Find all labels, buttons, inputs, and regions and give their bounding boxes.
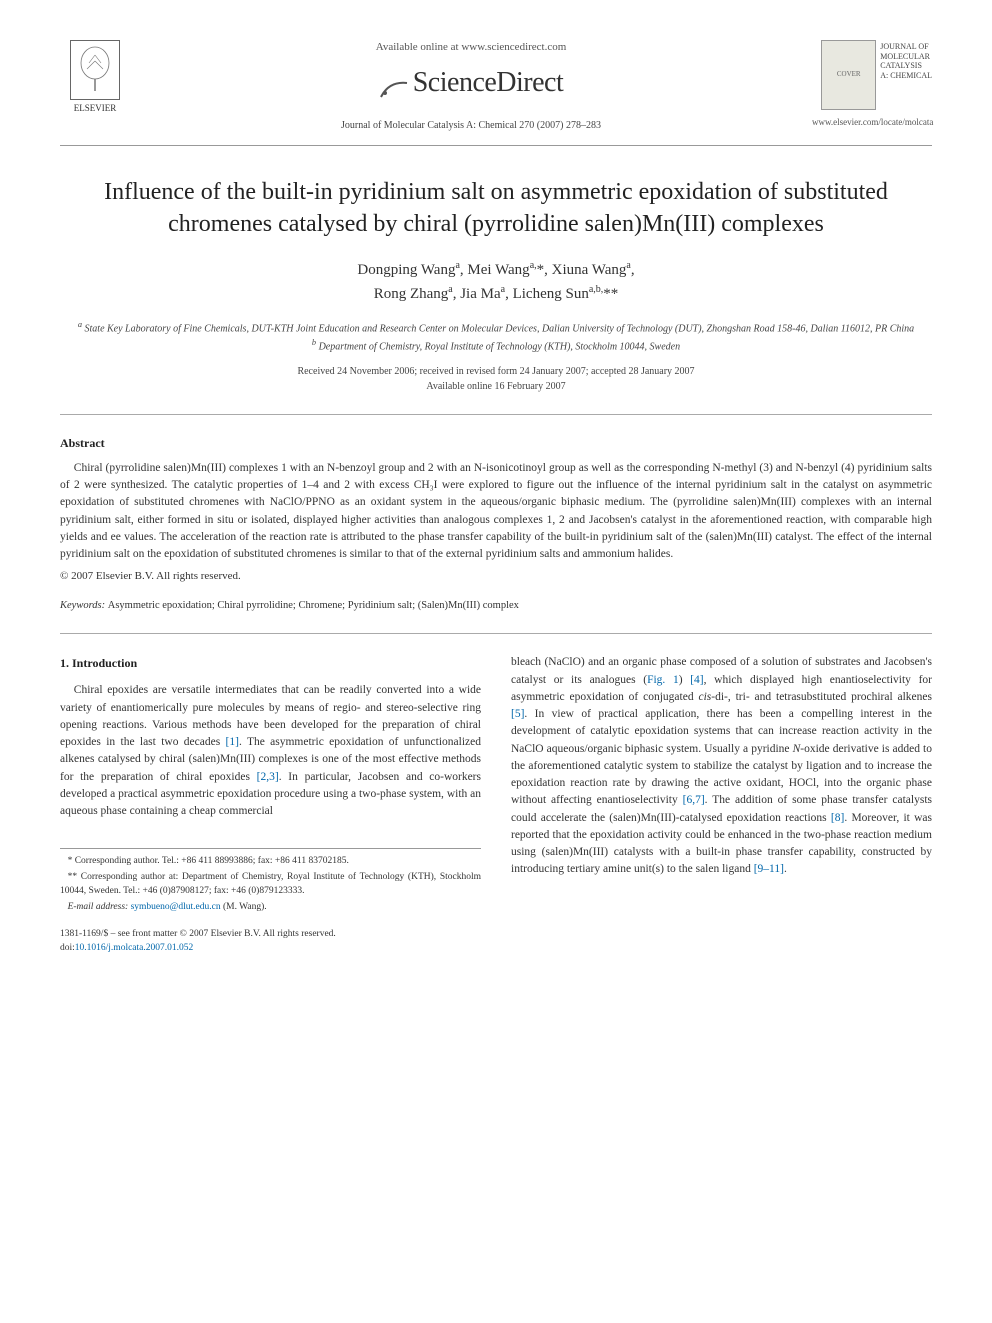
ref-link[interactable]: [4] — [690, 674, 703, 686]
sciencedirect-swoosh-icon — [379, 73, 409, 97]
keywords-label: Keywords: — [60, 600, 105, 611]
dates-line2: Available online 16 February 2007 — [60, 379, 932, 394]
author-list: Dongping Wanga, Mei Wanga,*, Xiuna Wanga… — [60, 258, 932, 305]
affiliation-a: a State Key Laboratory of Fine Chemicals… — [60, 319, 932, 336]
journal-name-line: CATALYSIS — [880, 61, 932, 71]
divider — [60, 633, 932, 634]
center-header: Available online at www.sciencedirect.co… — [130, 40, 812, 133]
intro-para-left: Chiral epoxides are versatile intermedia… — [60, 682, 481, 820]
journal-name-line: MOLECULAR — [880, 52, 932, 62]
journal-url: www.elsevier.com/locate/molcata — [812, 116, 932, 129]
affiliations: a State Key Laboratory of Fine Chemicals… — [60, 319, 932, 354]
journal-name-line: A: CHEMICAL — [880, 71, 932, 81]
section-1-heading: 1. Introduction — [60, 654, 481, 672]
ref-link[interactable]: [5] — [511, 708, 524, 720]
article-title: Influence of the built-in pyridinium sal… — [60, 176, 932, 241]
dates-line1: Received 24 November 2006; received in r… — [60, 364, 932, 379]
right-column: bleach (NaClO) and an organic phase comp… — [511, 654, 932, 955]
doi-link[interactable]: 10.1016/j.molcata.2007.01.052 — [75, 943, 193, 953]
footer-block: 1381-1169/$ – see front matter © 2007 El… — [60, 928, 481, 955]
body-columns: 1. Introduction Chiral epoxides are vers… — [60, 654, 932, 955]
keywords-list: Asymmetric epoxidation; Chiral pyrrolidi… — [108, 600, 519, 611]
corresponding-author-1: * Corresponding author. Tel.: +86 411 88… — [60, 855, 481, 869]
platform-name: ScienceDirect — [413, 67, 564, 98]
keywords-line: Keywords: Asymmetric epoxidation; Chiral… — [60, 599, 932, 614]
journal-name-stack: JOURNAL OF MOLECULAR CATALYSIS A: CHEMIC… — [880, 42, 932, 110]
title-block: Influence of the built-in pyridinium sal… — [60, 176, 932, 394]
email-address[interactable]: symbueno@dlut.edu.cn — [131, 902, 221, 912]
ref-link[interactable]: [8] — [831, 812, 844, 824]
abstract-body: Chiral (pyrrolidine salen)Mn(III) comple… — [60, 460, 932, 564]
email-line: E-mail address: symbueno@dlut.edu.cn (M.… — [60, 901, 481, 915]
ref-link[interactable]: [9–11] — [754, 863, 784, 875]
elsevier-tree-icon — [70, 40, 120, 100]
ref-link[interactable]: [1] — [226, 736, 239, 748]
available-online-text: Available online at www.sciencedirect.co… — [150, 40, 792, 55]
journal-name-line: JOURNAL OF — [880, 42, 932, 52]
footnotes: * Corresponding author. Tel.: +86 411 88… — [60, 848, 481, 914]
journal-reference: Journal of Molecular Catalysis A: Chemic… — [150, 119, 792, 133]
journal-header: ELSEVIER Available online at www.science… — [60, 40, 932, 146]
issn-copyright: 1381-1169/$ – see front matter © 2007 El… — [60, 928, 481, 941]
ref-link[interactable]: [2,3] — [257, 771, 279, 783]
email-person: (M. Wang). — [223, 902, 267, 912]
doi-line: doi:10.1016/j.molcata.2007.01.052 — [60, 942, 481, 955]
journal-logo-block: COVER JOURNAL OF MOLECULAR CATALYSIS A: … — [812, 40, 932, 129]
email-label: E-mail address: — [68, 902, 129, 912]
publisher-name: ELSEVIER — [74, 102, 117, 115]
corresponding-author-2: ** Corresponding author at: Department o… — [60, 871, 481, 899]
affiliation-b: b Department of Chemistry, Royal Institu… — [60, 337, 932, 354]
journal-cover-icon: COVER — [821, 40, 876, 110]
intro-para-right: bleach (NaClO) and an organic phase comp… — [511, 654, 932, 878]
sciencedirect-logo: ScienceDirect — [150, 63, 792, 102]
abstract-copyright: © 2007 Elsevier B.V. All rights reserved… — [60, 569, 932, 584]
left-column: 1. Introduction Chiral epoxides are vers… — [60, 654, 481, 955]
figure-link[interactable]: Fig. 1 — [647, 674, 679, 686]
divider — [60, 414, 932, 415]
elsevier-logo: ELSEVIER — [60, 40, 130, 120]
abstract-section: Abstract Chiral (pyrrolidine salen)Mn(II… — [60, 435, 932, 585]
ref-link[interactable]: [6,7] — [683, 794, 705, 806]
abstract-heading: Abstract — [60, 435, 932, 452]
article-dates: Received 24 November 2006; received in r… — [60, 364, 932, 394]
